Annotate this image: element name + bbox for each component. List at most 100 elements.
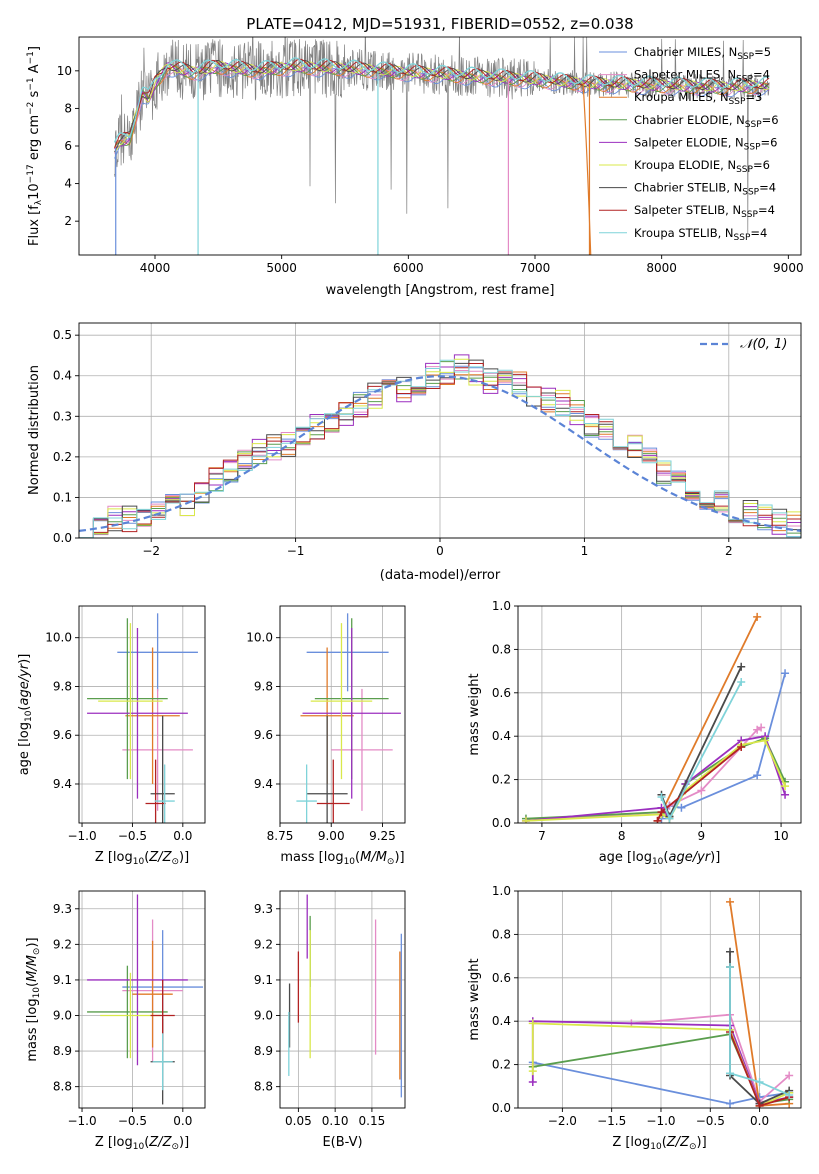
x-axis-label: E(B-V) bbox=[322, 1135, 362, 1150]
axes-frame bbox=[279, 890, 406, 1109]
x-tick-label: 9 bbox=[698, 829, 706, 843]
x-tick-label: −2 bbox=[142, 544, 160, 558]
spectrum-panel: 4000 5000 6000 7000 8000 9000 2 4 6 8 10 wavelength… bbox=[26, 36, 804, 298]
axes-frame bbox=[78, 605, 206, 824]
weight-marker bbox=[737, 743, 746, 752]
y-tick-label: 9.3 bbox=[254, 902, 273, 916]
x-tick-label: 0.05 bbox=[285, 1114, 312, 1128]
y-tick-label: 6 bbox=[64, 139, 72, 153]
x-tick-label: 0.0 bbox=[173, 829, 192, 843]
histogram-kroupa-stelib bbox=[79, 359, 801, 538]
y-tick-label: 0.2 bbox=[53, 450, 72, 464]
x-tick-label: 0.10 bbox=[322, 1114, 349, 1128]
x-tick-label: 7 bbox=[538, 829, 546, 843]
x-tick-label: 4000 bbox=[140, 261, 171, 275]
weight-marker bbox=[528, 1067, 537, 1076]
mass-vs-extinction-panel: 0.05 0.10 0.15 8.8 8.9 9.0 9.1 9.2 9.3 E(B-V) bbox=[254, 890, 406, 1150]
y-tick-label: 9.3 bbox=[53, 902, 72, 916]
normal-reference-curve bbox=[79, 375, 801, 532]
y-tick-label: 0.4 bbox=[492, 1014, 511, 1028]
y-tick-label: 9.8 bbox=[254, 679, 273, 693]
x-tick-label: 6000 bbox=[393, 261, 424, 275]
weight-line-salpeter-stelib bbox=[656, 746, 742, 822]
y-tick-label: 8.9 bbox=[53, 1044, 72, 1058]
y-tick-label: 0.4 bbox=[492, 729, 511, 743]
legend-entry: Salpeter ELODIE, NSSP=6 bbox=[634, 135, 777, 152]
weight-marker bbox=[528, 1077, 537, 1086]
plot-area bbox=[87, 894, 203, 1105]
weight-marker bbox=[785, 1090, 794, 1099]
y-tick-label: 9.4 bbox=[53, 777, 72, 791]
plot-area bbox=[87, 613, 198, 823]
legend-entry: Chabrier STELIB, NSSP=4 bbox=[634, 181, 776, 198]
legend-entry: Kroupa STELIB, NSSP=4 bbox=[634, 226, 767, 243]
histogram-salpeter-stelib bbox=[79, 363, 801, 538]
x-tick-label: 8.75 bbox=[267, 829, 294, 843]
y-tick-label: 9.0 bbox=[254, 1009, 273, 1023]
weight-marker bbox=[726, 1099, 735, 1108]
mass-vs-metallicity-panel: −1.0 −0.5 0.0 8.8 8.9 9.0 9.1 9.2 9.3 Z [log10(Z/… bbox=[25, 890, 206, 1152]
y-tick-label: 9.0 bbox=[53, 1009, 72, 1023]
weight-marker bbox=[785, 1071, 794, 1080]
y-tick-label: 0.8 bbox=[492, 927, 511, 941]
y-tick-label: 9.1 bbox=[254, 973, 273, 987]
figure-title: PLATE=0412, MJD=51931, FIBERID=0552, z=0… bbox=[246, 15, 633, 33]
histogram-chabrier-stelib bbox=[79, 359, 801, 538]
x-axis-label: Z [log10(Z/Z⊙)] bbox=[95, 850, 189, 867]
x-tick-label: 8000 bbox=[646, 261, 677, 275]
y-tick-label: 10 bbox=[57, 64, 72, 78]
legend-entry: Salpeter STELIB, NSSP=4 bbox=[634, 203, 775, 220]
legend-entry: Kroupa MILES, NSSP=3 bbox=[634, 90, 762, 107]
weight-marker bbox=[757, 723, 766, 732]
weight-marker bbox=[528, 1019, 537, 1028]
y-tick-label: 0.3 bbox=[53, 409, 72, 423]
x-tick-label: 5000 bbox=[266, 261, 297, 275]
x-tick-label: −0.5 bbox=[696, 1114, 725, 1128]
x-axis-label: age [log10(age/yr)] bbox=[599, 850, 721, 867]
weight-marker bbox=[781, 669, 790, 678]
y-axis-label: Normed distribution bbox=[27, 365, 42, 495]
telluric-drop bbox=[582, 83, 592, 255]
weight-marker bbox=[697, 786, 706, 795]
weight-marker bbox=[755, 1077, 764, 1086]
x-tick-label: 9.25 bbox=[369, 829, 396, 843]
y-tick-label: 0.6 bbox=[492, 686, 511, 700]
y-tick-label: 4 bbox=[64, 177, 72, 191]
x-tick-label: −1 bbox=[287, 544, 305, 558]
y-tick-label: 8.9 bbox=[254, 1044, 273, 1058]
x-tick-label: −1.0 bbox=[67, 829, 96, 843]
y-axis-label: mass [log10(M/M⊙)] bbox=[25, 937, 42, 1061]
mass-weight-vs-age-panel: 7 8 9 10 0.0 0.2 0.4 0.6 0.8 1.0 age [log10(age/yr… bbox=[467, 599, 802, 867]
weight-line-salpeter-miles bbox=[525, 726, 762, 822]
x-tick-label: 10 bbox=[773, 829, 788, 843]
y-axis-label: age [log10(age/yr)] bbox=[17, 654, 34, 776]
x-tick-label: −1.0 bbox=[646, 1114, 675, 1128]
y-axis-label: mass weight bbox=[467, 958, 482, 1040]
x-tick-label: 7000 bbox=[520, 261, 551, 275]
y-tick-label: 9.6 bbox=[53, 728, 72, 742]
y-tick-label: 9.2 bbox=[254, 937, 273, 951]
x-axis-label: mass [log10(M/M⊙)] bbox=[280, 850, 404, 867]
y-tick-label: 8.8 bbox=[53, 1080, 72, 1094]
weight-line-salpeter-elodie bbox=[525, 735, 786, 822]
x-tick-label: 1 bbox=[581, 544, 589, 558]
model-spectrum-kroupa-stelib bbox=[113, 57, 770, 143]
model-spectrum-chabrier-stelib bbox=[114, 59, 770, 153]
legend-entry: 𝒩(0, 1) bbox=[740, 337, 787, 352]
weight-marker bbox=[726, 962, 735, 971]
y-axis-label: Flux [fλ10−17 erg cm−2 s−1 A−1] bbox=[26, 46, 44, 246]
plot-area bbox=[528, 897, 794, 1108]
axes-frame bbox=[78, 890, 206, 1109]
weight-marker bbox=[677, 803, 686, 812]
y-tick-label: 10.0 bbox=[246, 631, 273, 645]
plot-area bbox=[79, 354, 801, 538]
x-tick-label: −0.5 bbox=[118, 1114, 147, 1128]
legend-entry: Salpeter MILES, NSSP=4 bbox=[634, 68, 770, 85]
weight-marker bbox=[665, 814, 674, 823]
y-tick-label: 0.0 bbox=[492, 1101, 511, 1115]
plot-area bbox=[296, 613, 401, 823]
legend-entry: Chabrier ELODIE, NSSP=6 bbox=[634, 113, 779, 130]
age-vs-mass-panel: 8.75 9.00 9.25 9.4 9.6 9.8 10.0 mass [log10(M/M… bbox=[246, 605, 406, 867]
weight-marker bbox=[726, 897, 735, 906]
